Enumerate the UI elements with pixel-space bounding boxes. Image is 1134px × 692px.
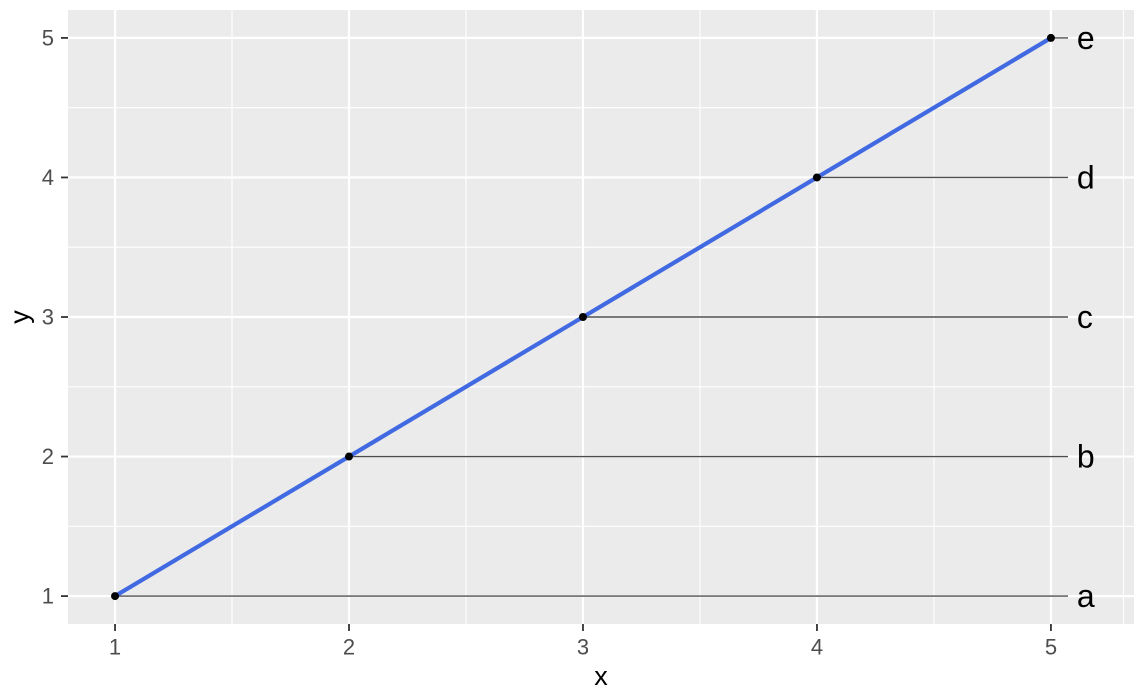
point-label: a	[1077, 578, 1095, 614]
data-point	[578, 313, 587, 321]
data-point	[345, 452, 354, 461]
x-tick-label: 5	[1045, 635, 1057, 660]
data-point	[1046, 33, 1055, 42]
x-axis-title: x	[594, 661, 608, 691]
point-label: e	[1077, 20, 1095, 56]
y-tick-label: 4	[42, 165, 54, 190]
x-tick-label: 2	[343, 635, 355, 660]
y-tick-label: 5	[42, 25, 54, 50]
data-point	[111, 592, 120, 601]
x-tick-label: 4	[811, 635, 823, 660]
y-tick-label: 2	[42, 444, 54, 469]
y-tick-label: 1	[42, 584, 54, 609]
y-axis-title: y	[4, 310, 35, 324]
y-tick-label: 3	[42, 305, 54, 330]
x-tick-label: 1	[109, 635, 121, 660]
point-label: b	[1077, 439, 1095, 475]
point-label: c	[1077, 299, 1093, 335]
data-point	[812, 173, 821, 182]
x-tick-label: 3	[577, 635, 589, 660]
point-label: d	[1077, 159, 1095, 195]
